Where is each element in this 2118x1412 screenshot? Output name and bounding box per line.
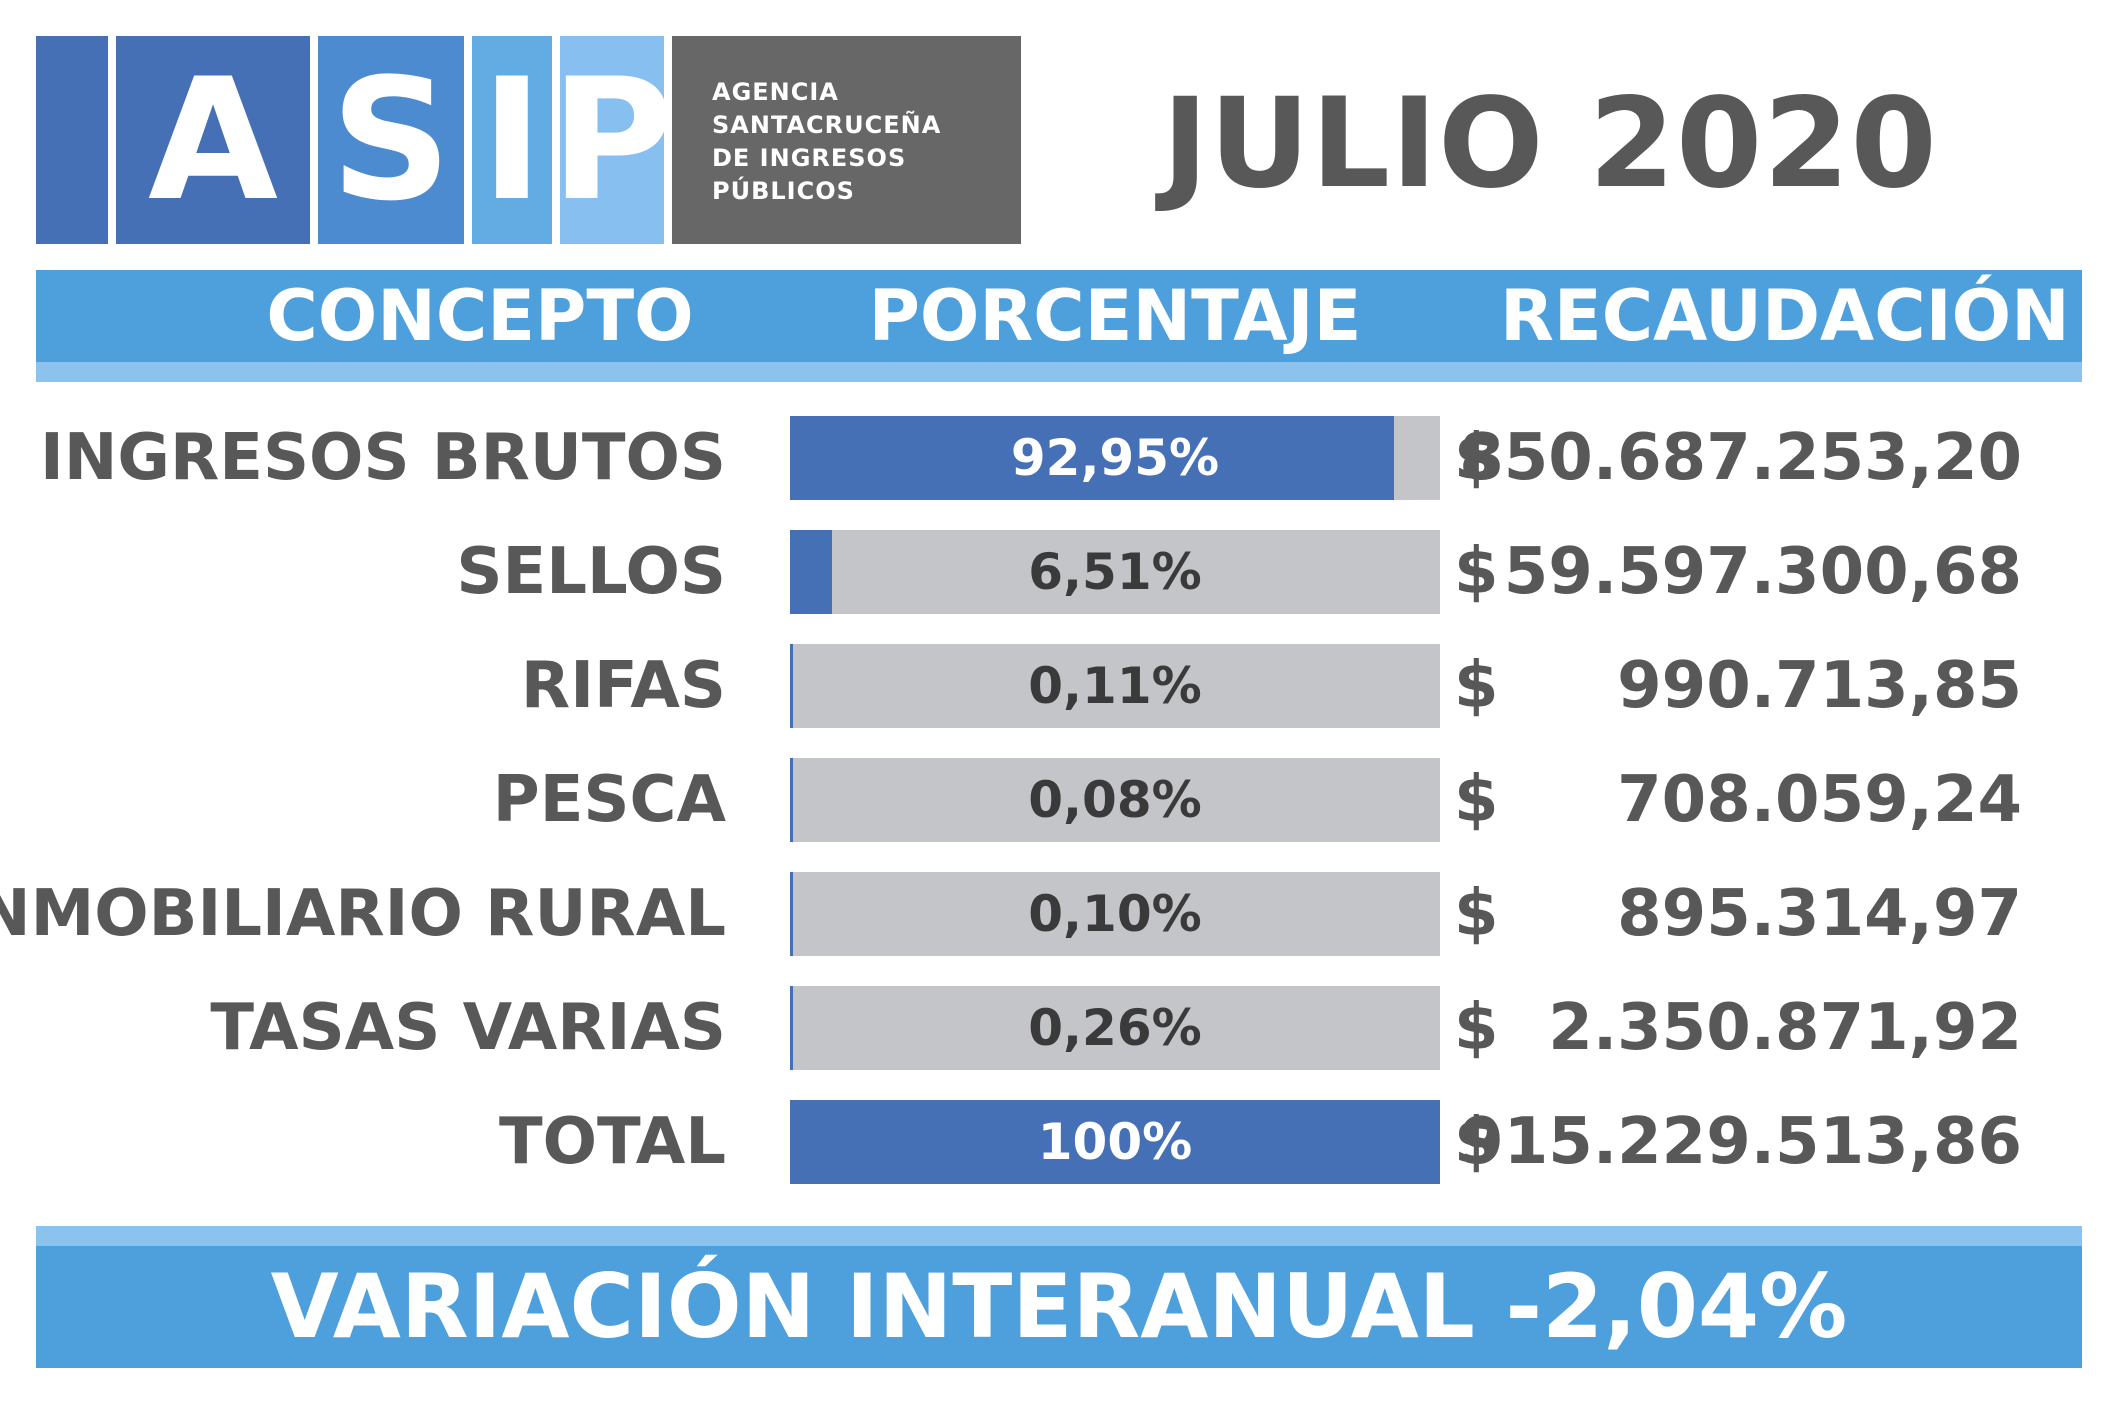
percentage-bar [790,872,793,956]
percentage-bar [790,758,793,842]
percentage-bar-track: 0,10% [790,872,1440,956]
percentage-bar [790,416,1394,500]
amount-value: 708.059,24 [1617,763,2022,837]
logo-letter: A [147,42,279,238]
percentage-bar [790,644,793,728]
table-row: TASAS VARIAS 0,26% $2.350.871,92 [0,986,2118,1070]
percentage-label: 0,08% [1028,771,1202,829]
currency-symbol: $ [1454,991,1499,1065]
percentage-bar-track: 100% [790,1100,1440,1184]
currency-symbol: $ [1454,1105,1499,1179]
percentage-label: 6,51% [1028,543,1202,601]
logo-letter-a [36,36,108,244]
concept-label: SELLOS [456,535,726,609]
logo-letter-p-block: P [550,36,674,244]
concept-label: RIFAS [520,649,726,723]
amount-value: 850.687.253,20 [1459,421,2022,495]
percentage-label: 0,10% [1028,885,1202,943]
percentage-bar-track: 0,11% [790,644,1440,728]
concept-label: TOTAL [498,1105,726,1179]
concept-label: INGRESOS BRUTOS [40,421,726,495]
table-row: INMOBILIARIO RURAL 0,10% $895.314,97 [0,872,2118,956]
table-row: TOTAL 100% $915.229.513,86 [0,1100,2118,1184]
agency-name: AGENCIA SANTACRUCEÑA DE INGRESOS PÚBLICO… [672,36,1021,244]
page-title: JULIO 2020 [1162,72,1938,216]
concept-label: TASAS VARIAS [210,991,726,1065]
amount-value: 59.597.300,68 [1503,535,2022,609]
logo-letter-i-block: I [472,36,552,244]
agency-line: PÚBLICOS [712,177,855,205]
concept-label: INMOBILIARIO RURAL [0,877,726,951]
currency-symbol: $ [1454,421,1499,495]
logo-letter: I [480,42,544,238]
concept-label: PESCA [492,763,726,837]
amount-value: 2.350.871,92 [1548,991,2022,1065]
percentage-label: 92,95% [1010,429,1220,487]
table-row: INGRESOS BRUTOS 92,95% $850.687.253,20 [0,416,2118,500]
currency-symbol: $ [1454,877,1499,951]
agency-line: SANTACRUCEÑA [712,111,942,139]
amount-value: 895.314,97 [1617,877,2022,951]
currency-symbol: $ [1454,763,1499,837]
percentage-bar [790,1100,1440,1184]
column-header-porcentaje: PORCENTAJE [868,275,1362,357]
column-header-concepto: CONCEPTO [266,275,694,357]
interannual-variation: VARIACIÓN INTERANUAL -2,04% [36,1246,2082,1368]
percentage-label: 0,11% [1028,657,1202,715]
column-header-recaudacion: RECAUDACIÓN [1500,275,2070,357]
amount-value: 990.713,85 [1617,649,2022,723]
agency-line: AGENCIA [712,78,839,106]
logo-letter-a-block: A [116,36,310,244]
amount-value: 915.229.513,86 [1459,1105,2022,1179]
logo-letter: S [330,42,452,238]
table-row: SELLOS 6,51% $59.597.300,68 [0,530,2118,614]
table-row: PESCA 0,08% $708.059,24 [0,758,2118,842]
percentage-label: 100% [1037,1113,1193,1171]
logo-letter-s-block: S [318,36,464,244]
logo-letter: P [550,42,674,238]
footer-stripe [36,1226,2082,1246]
percentage-bar-track: 6,51% [790,530,1440,614]
column-header-stripe [36,362,2082,382]
table-row: RIFAS 0,11% $990.713,85 [0,644,2118,728]
percentage-bar [790,986,793,1070]
currency-symbol: $ [1454,535,1499,609]
percentage-bar [790,530,832,614]
agency-line: DE INGRESOS [712,144,907,172]
column-header-band [36,270,2082,362]
percentage-bar-track: 92,95% [790,416,1440,500]
currency-symbol: $ [1454,649,1499,723]
percentage-label: 0,26% [1028,999,1202,1057]
percentage-bar-track: 0,08% [790,758,1440,842]
percentage-bar-track: 0,26% [790,986,1440,1070]
